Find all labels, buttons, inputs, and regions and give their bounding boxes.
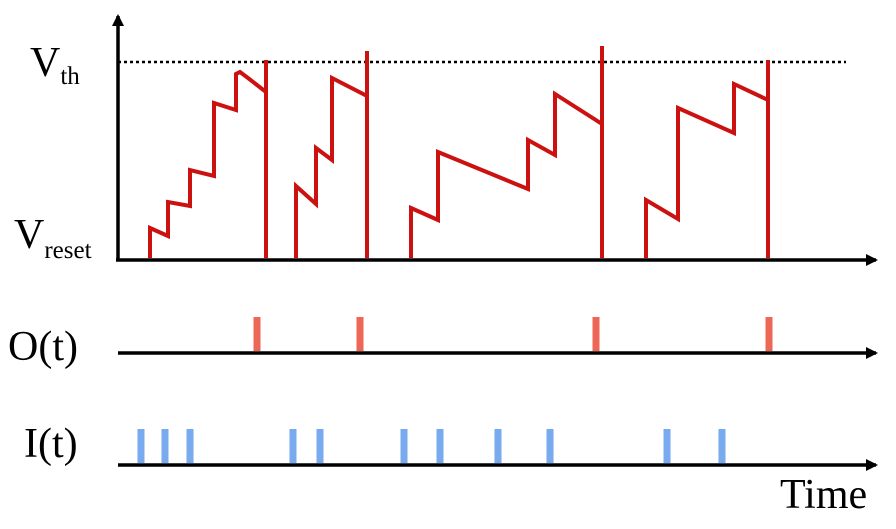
input-spike [400, 429, 408, 463]
output-spike [356, 317, 364, 351]
input-spike [718, 429, 726, 463]
input-signal-label: I(t) [24, 421, 78, 467]
input-spike [546, 429, 554, 463]
input-spike [186, 429, 194, 463]
membrane-segment [644, 80, 770, 258]
input-spike [289, 429, 297, 463]
input-spike-train [137, 429, 726, 463]
input-spike [137, 429, 145, 463]
output-spike [765, 317, 773, 351]
output-spike [592, 317, 600, 351]
membrane-segment [148, 69, 268, 258]
membrane-segment [409, 90, 604, 258]
output-spike-train [253, 317, 773, 351]
membrane-potential-trace [148, 46, 770, 258]
input-spike [494, 429, 502, 463]
v-reset-label: Vreset [14, 212, 92, 264]
input-spike [663, 429, 671, 463]
input-spike [161, 429, 169, 463]
output-spike [253, 317, 261, 351]
v-threshold-label: Vth [30, 40, 80, 90]
input-spike [316, 429, 324, 463]
membrane-segment [294, 74, 369, 258]
time-axis-label: Time [780, 472, 867, 518]
input-spike [436, 429, 444, 463]
output-signal-label: O(t) [8, 324, 78, 370]
